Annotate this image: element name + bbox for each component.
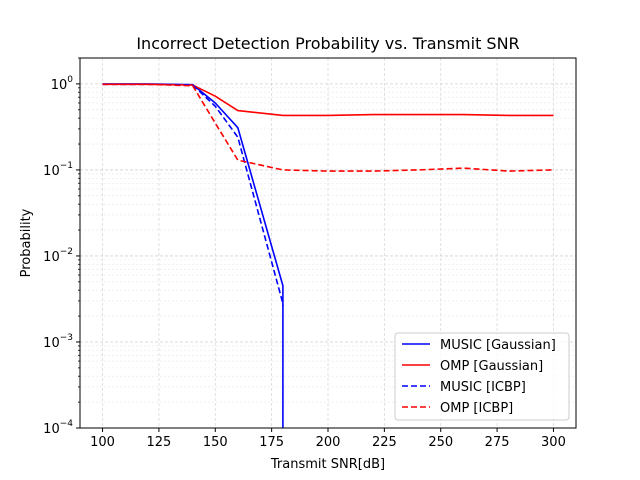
x-axis-title: Transmit SNR[dB] (270, 457, 385, 472)
x-tick-label: 275 (485, 435, 510, 450)
chart-title: Incorrect Detection Probability vs. Tran… (136, 34, 519, 53)
legend-label-4: OMP [ICBP] (440, 401, 513, 416)
y-tick-label: 10−4 (43, 419, 73, 437)
y-tick-label: 10−2 (43, 247, 73, 265)
legend-box (394, 332, 570, 421)
x-tick-label: 250 (428, 435, 453, 450)
legend: MUSIC [Gaussian] OMP [Gaussian] MUSIC [ICB… (394, 332, 570, 421)
x-tick-label: 150 (203, 435, 228, 450)
plot-series (102, 83, 554, 428)
legend-label-2: OMP [Gaussian] (440, 359, 543, 374)
axis-ticks: 100 125 150 175 200 225 250 275 300 10−4 10−3 10−2 1… (43, 57, 566, 450)
x-tick-label: 125 (146, 435, 171, 450)
x-tick-label: 175 (259, 435, 284, 450)
legend-label-3: MUSIC [ICBP] (440, 380, 526, 395)
x-tick-label: 100 (90, 435, 115, 450)
x-tick-label: 225 (372, 435, 397, 450)
y-tick-label: 10−1 (43, 161, 73, 179)
x-tick-label: 200 (316, 435, 341, 450)
y-tick-label: 10−3 (43, 333, 73, 351)
x-tick-label: 300 (541, 435, 566, 450)
series-line-4 (102, 83, 554, 172)
legend-label-1: MUSIC [Gaussian] (440, 338, 556, 353)
y-axis-title: Probability (19, 208, 34, 277)
y-tick-label: 100 (51, 75, 74, 93)
